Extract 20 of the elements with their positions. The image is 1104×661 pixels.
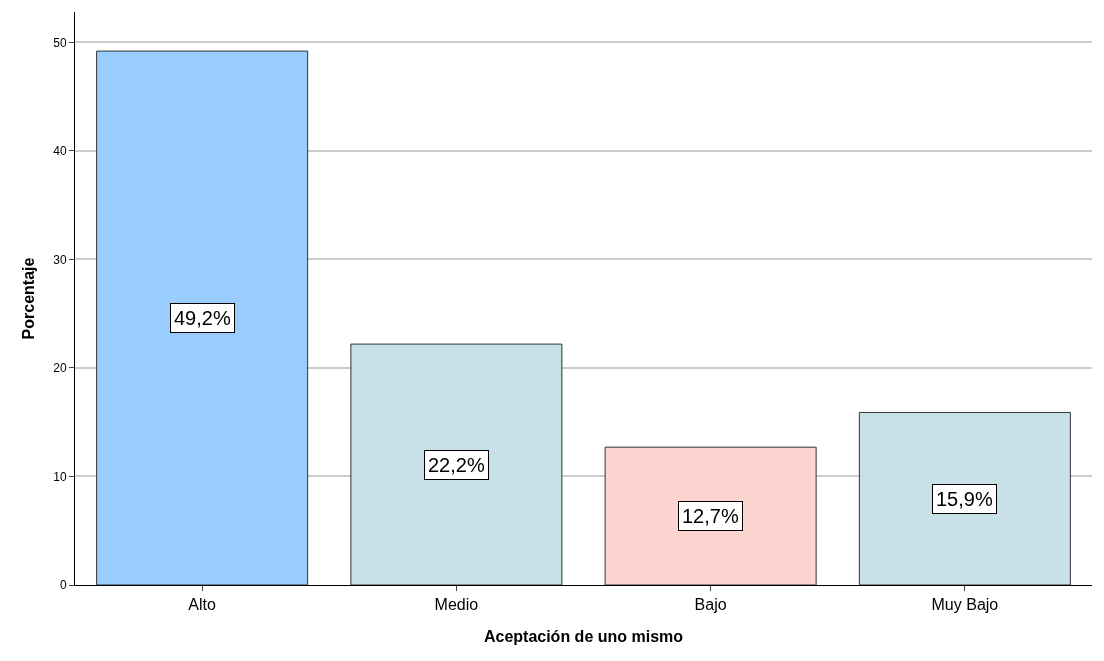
data-label: 22,2% bbox=[428, 454, 485, 476]
data-label: 15,9% bbox=[936, 488, 993, 510]
y-tick-label: 0 bbox=[59, 578, 67, 593]
data-label: 12,7% bbox=[682, 505, 739, 527]
x-tick-label: Alto bbox=[188, 596, 217, 614]
bar bbox=[96, 50, 309, 585]
bar bbox=[604, 446, 817, 585]
x-tick-label: Muy Bajo bbox=[931, 596, 999, 614]
y-tick-label: 40 bbox=[53, 144, 67, 159]
y-tick-label: 50 bbox=[53, 35, 67, 50]
bar bbox=[858, 411, 1071, 585]
x-tick-label: Bajo bbox=[694, 596, 727, 614]
y-tick-label: 10 bbox=[53, 469, 67, 484]
y-tick-label: 30 bbox=[53, 252, 67, 267]
bar bbox=[350, 343, 563, 585]
y-axis-title: Porcentaje bbox=[20, 257, 38, 340]
y-tick-label: 20 bbox=[53, 361, 67, 376]
data-label: 49,2% bbox=[174, 307, 231, 329]
x-axis-title: Aceptación de uno mismo bbox=[483, 627, 684, 645]
x-tick-label: Medio bbox=[434, 596, 479, 614]
